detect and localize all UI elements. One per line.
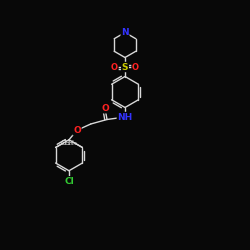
Text: CH₃: CH₃ [60,140,73,146]
Text: O: O [73,126,81,135]
Text: O: O [111,62,118,72]
Text: NH: NH [118,112,132,122]
Text: Cl: Cl [64,177,74,186]
Text: S: S [122,62,128,72]
Text: O: O [132,62,139,72]
Text: O: O [101,104,109,113]
Text: CH₃: CH₃ [65,140,78,146]
Text: N: N [121,28,129,37]
